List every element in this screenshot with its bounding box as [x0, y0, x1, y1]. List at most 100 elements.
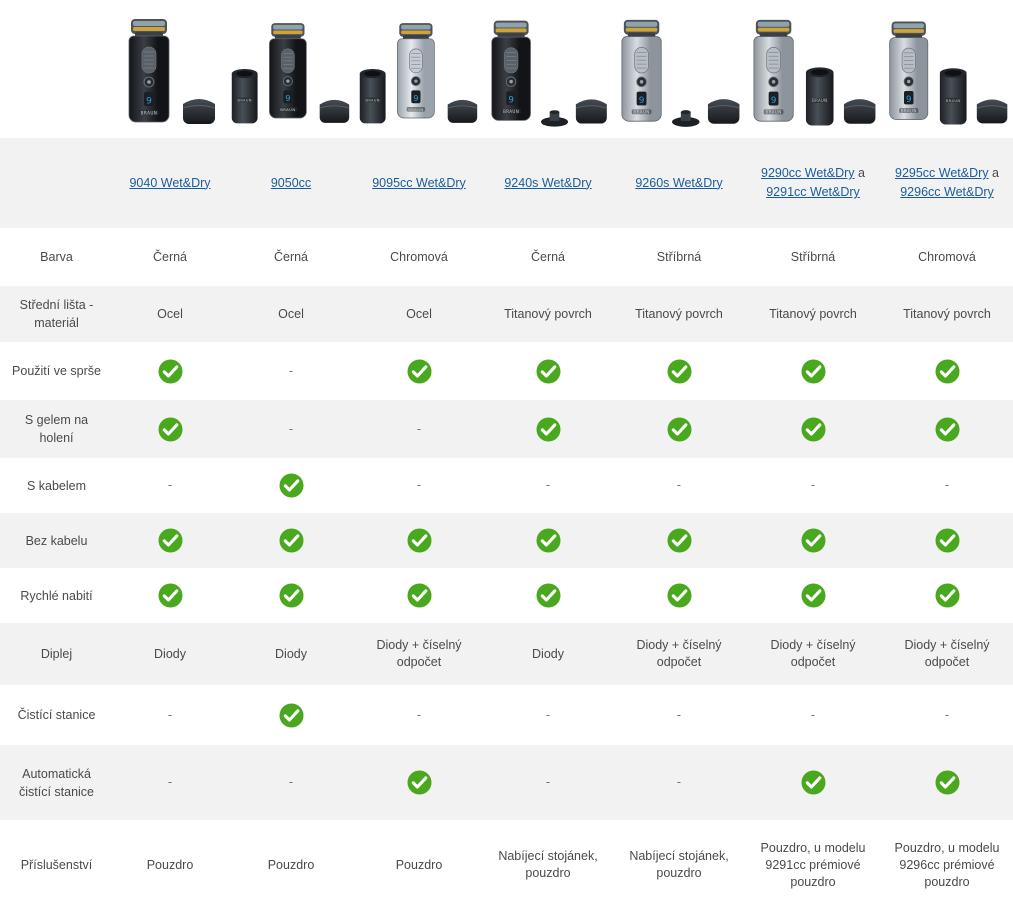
- table-row: Automatická čistící stanice - - - -: [0, 745, 1013, 820]
- not-available-dash: -: [545, 775, 551, 789]
- svg-text:9: 9: [639, 96, 645, 106]
- product-image-cell: 9 BRAUN BRAUN: [881, 0, 1013, 138]
- spec-value-cell: [355, 745, 483, 820]
- product-link-9295cc-alt[interactable]: 9296cc Wet&Dry: [900, 185, 994, 199]
- spec-value-cell: [227, 458, 355, 513]
- spec-value-cell: Diody: [113, 623, 227, 685]
- conjunction-text: a: [854, 166, 865, 180]
- product-link-9290cc-alt[interactable]: 9291cc Wet&Dry: [766, 185, 860, 199]
- product-header-cell: 9290cc Wet&Dry a 9291cc Wet&Dry: [745, 138, 881, 228]
- spec-value-cell: Stříbrná: [745, 228, 881, 286]
- spec-value-cell: Diody: [483, 623, 613, 685]
- spec-value-cell: -: [483, 745, 613, 820]
- green-check-circle-icon: [801, 528, 826, 553]
- green-check-circle-icon: [536, 528, 561, 553]
- product-model-label: 9095cc Wet&Dry: [361, 174, 477, 193]
- product-model-label: 9050cc: [233, 174, 349, 193]
- spec-value-cell: -: [881, 685, 1013, 745]
- not-available-dash: -: [810, 707, 816, 722]
- green-check-circle-icon: [158, 583, 183, 608]
- spec-value-cell: [355, 513, 483, 568]
- spec-value-cell: [483, 513, 613, 568]
- not-available-dash: -: [545, 478, 551, 492]
- spec-value-cell: [745, 400, 881, 458]
- model-row-spacer: [0, 138, 113, 228]
- svg-text:BRAUN: BRAUN: [946, 98, 961, 103]
- spec-value-cell: Titanový povrch: [881, 286, 1013, 342]
- spec-value-cell: -: [881, 458, 1013, 513]
- green-check-circle-icon: [667, 417, 692, 442]
- product-link-9260s[interactable]: 9260s Wet&Dry: [635, 175, 723, 190]
- spec-value-cell: -: [227, 342, 355, 400]
- spec-value-cell: [881, 400, 1013, 458]
- spec-value-cell: [483, 568, 613, 623]
- spec-label: Použití ve sprše: [0, 342, 113, 400]
- green-check-circle-icon: [801, 417, 826, 442]
- not-available-dash: -: [944, 478, 950, 492]
- spec-value-cell: -: [355, 458, 483, 513]
- spec-label: S gelem na holení: [0, 400, 113, 458]
- product-link-9040[interactable]: 9040 Wet&Dry: [129, 175, 211, 190]
- green-check-circle-icon: [158, 528, 183, 553]
- svg-text:BRAUN: BRAUN: [281, 107, 296, 112]
- spec-value-cell: Černá: [113, 228, 227, 286]
- green-check-circle-icon: [158, 359, 183, 384]
- green-check-circle-icon: [279, 473, 304, 498]
- spec-value-cell: Černá: [483, 228, 613, 286]
- product-link-9050cc[interactable]: 9050cc: [270, 175, 312, 190]
- product-header-cell: 9040 Wet&Dry: [113, 138, 227, 228]
- green-check-circle-icon: [407, 770, 432, 795]
- spec-value-cell: [355, 342, 483, 400]
- product-link-9290cc[interactable]: 9290cc Wet&Dry: [761, 166, 855, 180]
- product-link-9095cc[interactable]: 9095cc Wet&Dry: [372, 175, 466, 190]
- spec-value-cell: Chromová: [881, 228, 1013, 286]
- not-available-dash: -: [288, 775, 294, 789]
- spec-label: Automatická čistící stanice: [0, 745, 113, 820]
- green-check-circle-icon: [801, 583, 826, 608]
- svg-text:BRAUN: BRAUN: [812, 98, 827, 103]
- spec-value-cell: Ocel: [113, 286, 227, 342]
- product-model-label: 9240s Wet&Dry: [489, 174, 607, 193]
- spec-value-cell: Černá: [227, 228, 355, 286]
- spec-value-cell: [227, 685, 355, 745]
- table-row: S gelem na holení - -: [0, 400, 1013, 458]
- product-link-9240s[interactable]: 9240s Wet&Dry: [504, 175, 592, 190]
- svg-text:BRAUN: BRAUN: [238, 98, 252, 102]
- spec-value-cell: [113, 568, 227, 623]
- spec-value-cell: -: [745, 685, 881, 745]
- braun-series-9-9095cc-chrome-shaver-with-clean-station-and-case: BRAUN 9 BRAUN: [357, 10, 481, 128]
- green-check-circle-icon: [935, 583, 960, 608]
- green-check-circle-icon: [279, 528, 304, 553]
- spec-label: Střední lišta - materiál: [0, 286, 113, 342]
- svg-text:BRAUN: BRAUN: [503, 109, 519, 114]
- not-available-dash: -: [676, 707, 682, 722]
- braun-series-9-9260s-silver-shaver-with-stand-and-case: 9 BRAUN: [615, 10, 743, 128]
- not-available-dash: -: [810, 478, 816, 492]
- product-model-header-row: 9040 Wet&Dry 9050cc 9095cc Wet&Dry 9240s We…: [0, 138, 1013, 228]
- spec-value-cell: [613, 400, 745, 458]
- spec-value-cell: Nabíjecí stojánek, pouzdro: [483, 820, 613, 910]
- not-available-dash: -: [167, 478, 173, 492]
- not-available-dash: -: [167, 775, 173, 789]
- green-check-circle-icon: [279, 703, 304, 728]
- product-link-9295cc[interactable]: 9295cc Wet&Dry: [895, 166, 989, 180]
- spec-value-cell: [355, 568, 483, 623]
- product-image-cell: 9 BRAUN BRAUN: [745, 0, 881, 138]
- spec-value-cell: Nabíjecí stojánek, pouzdro: [613, 820, 745, 910]
- green-check-circle-icon: [407, 359, 432, 384]
- spec-value-cell: Pouzdro: [113, 820, 227, 910]
- spec-value-cell: [613, 568, 745, 623]
- green-check-circle-icon: [158, 417, 183, 442]
- spec-value-cell: Diody: [227, 623, 355, 685]
- spec-value-cell: -: [745, 458, 881, 513]
- spec-value-cell: Ocel: [355, 286, 483, 342]
- table-row: Střední lišta - materiál Ocel Ocel Ocel Tita…: [0, 286, 1013, 342]
- green-check-circle-icon: [935, 359, 960, 384]
- green-check-circle-icon: [667, 528, 692, 553]
- spec-value-cell: [483, 400, 613, 458]
- braun-series-9-9290cc-silver-shaver-with-clean-station-and-case: 9 BRAUN BRAUN: [747, 10, 879, 128]
- spec-value-cell: Diody + číselný odpočet: [355, 623, 483, 685]
- spec-value-cell: -: [483, 458, 613, 513]
- spec-value-cell: -: [483, 685, 613, 745]
- spec-value-cell: [745, 513, 881, 568]
